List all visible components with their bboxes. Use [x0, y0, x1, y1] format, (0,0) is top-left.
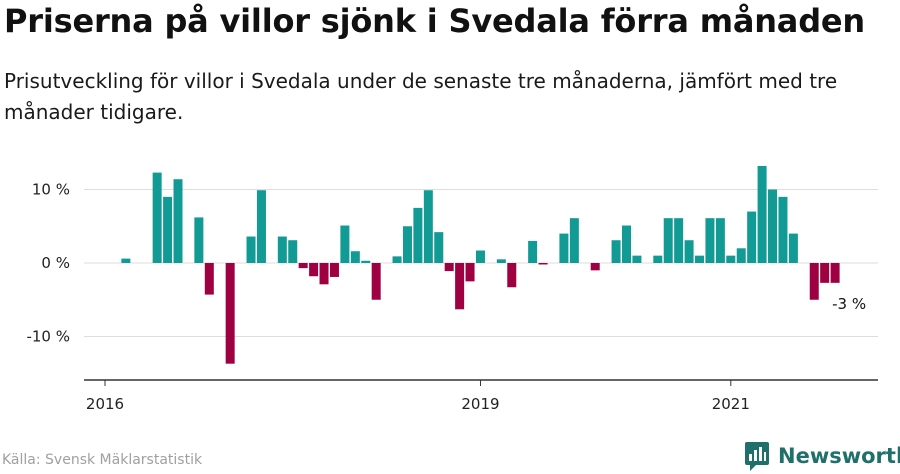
bar: [288, 240, 298, 264]
bar: [830, 263, 840, 283]
bar: [455, 263, 465, 310]
brand-name: Newsworthy: [778, 444, 900, 468]
data-label: -3 %: [832, 295, 866, 313]
bar: [715, 218, 725, 263]
bar: [309, 263, 319, 277]
bar: [736, 248, 746, 263]
bar: [392, 256, 402, 263]
bar: [225, 263, 235, 364]
bar: [559, 233, 569, 263]
bar: [152, 172, 162, 263]
bar: [246, 236, 256, 263]
bar: [611, 240, 621, 264]
bar: [768, 189, 778, 263]
bar: [173, 179, 183, 263]
bar: [674, 218, 684, 263]
bar: [204, 263, 214, 295]
bar: [444, 263, 454, 272]
bar: [423, 190, 433, 264]
bar: [695, 255, 705, 263]
bar: [361, 260, 371, 263]
bar: [371, 263, 381, 300]
y-tick-label: -10 %: [26, 328, 70, 346]
bar: [277, 236, 287, 263]
bar: [757, 165, 767, 263]
chart-title: Priserna på villor sjönk i Svedala förra…: [4, 2, 865, 40]
brand-logo: Newsworthy: [744, 440, 900, 472]
bar: [684, 240, 694, 264]
x-tick-label: 2019: [461, 395, 499, 413]
bar-chart: -10 % 0 % 10 % -3 % 2016 2019 2021: [26, 165, 878, 413]
y-tick-label: 10 %: [32, 181, 70, 199]
chart-subtitle: Prisutveckling för villor i Svedala unde…: [4, 69, 838, 124]
bar: [465, 263, 475, 282]
bar: [809, 263, 819, 300]
bar: [507, 263, 517, 288]
newsworthy-logo-icon: [745, 442, 769, 471]
bar: [350, 251, 360, 263]
bar: [340, 225, 350, 263]
bar: [622, 225, 631, 263]
x-tick-label: 2016: [86, 395, 124, 413]
bar: [747, 211, 757, 263]
bar: [528, 240, 538, 263]
bar: [163, 196, 173, 263]
bar: [632, 255, 642, 263]
bar: [194, 217, 204, 263]
bar: [319, 263, 329, 285]
bar: [329, 263, 339, 277]
bar: [788, 233, 798, 263]
bar: [298, 263, 308, 269]
bar: [434, 232, 444, 263]
bar: [256, 190, 266, 264]
bar-series: -3 %: [121, 165, 866, 364]
bar: [496, 259, 506, 263]
bar: [726, 255, 736, 263]
bar: [121, 258, 131, 263]
bar: [590, 263, 600, 271]
x-tick-label: 2021: [712, 395, 750, 413]
x-axis: 2016 2019 2021: [84, 379, 878, 413]
source-note: Källa: Svensk Mäklarstatistik: [2, 452, 203, 468]
bar: [663, 218, 673, 263]
bar: [475, 250, 485, 263]
bar: [569, 218, 579, 263]
bar: [413, 207, 423, 264]
bar: [653, 255, 663, 263]
bar: [778, 196, 788, 263]
bar: [402, 226, 412, 263]
bar: [705, 218, 715, 263]
bar: [820, 263, 830, 283]
bar: [538, 263, 548, 265]
y-tick-label: 0 %: [41, 254, 70, 272]
